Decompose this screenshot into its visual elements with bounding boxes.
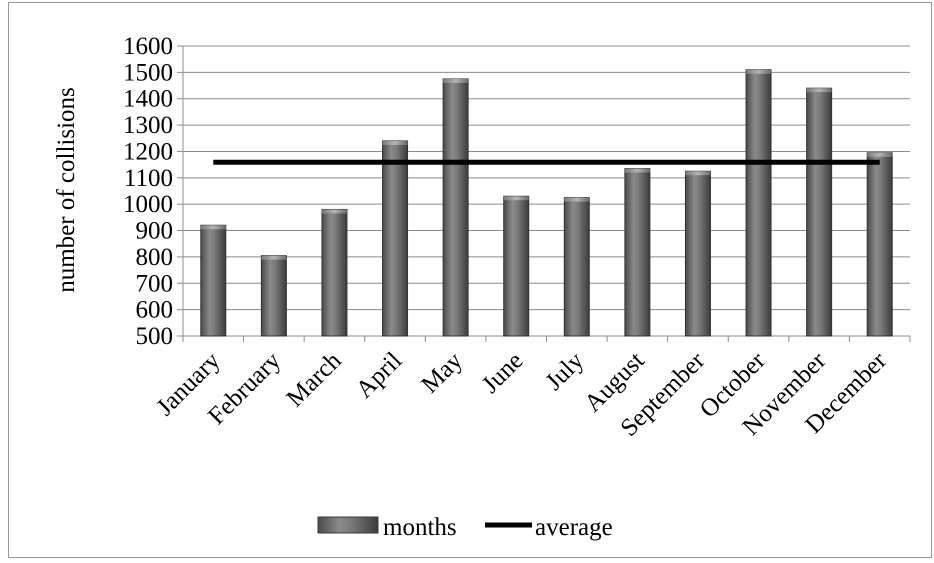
y-tick-label: 1300 [123,112,173,139]
y-tick-label: 1100 [124,165,173,192]
chart-frame [8,2,932,558]
y-tick-label: 1200 [123,138,173,165]
bar [806,87,833,337]
y-tick-label: 1400 [123,86,173,113]
bar [624,168,651,337]
y-tick-label: 800 [136,244,174,271]
axes [182,46,911,342]
y-tick-label: 700 [136,270,174,297]
bar [200,224,227,337]
legend: months average [317,514,613,541]
bar [260,255,287,337]
bar [321,208,348,337]
bar [684,170,711,337]
bar [382,140,409,337]
y-axis-label: number of collisions [53,87,80,293]
y-tick-label: 500 [136,323,174,350]
y-tick-label: 1000 [123,191,173,218]
y-tick-labels: 5006007008009001000110012001300140015001… [123,33,173,350]
bar [745,69,772,337]
x-tick-label: May [416,347,468,399]
bar [503,195,530,337]
gridlines [177,45,910,337]
bar-series [200,69,893,337]
y-tick-label: 1600 [123,33,173,60]
x-tick-label: June [477,347,528,398]
x-tick-label: April [351,347,407,403]
y-tick-label: 900 [136,218,174,245]
legend-label-average: average [535,514,613,541]
y-tick-label: 1500 [123,59,173,86]
x-tick-label: March [281,347,347,413]
legend-bar-swatch [317,516,379,534]
legend-label-months: months [383,514,457,541]
y-tick-label: 600 [136,297,174,324]
bar [442,78,469,337]
x-tick-label: July [540,347,589,396]
bar [866,152,893,337]
bar [563,197,590,337]
